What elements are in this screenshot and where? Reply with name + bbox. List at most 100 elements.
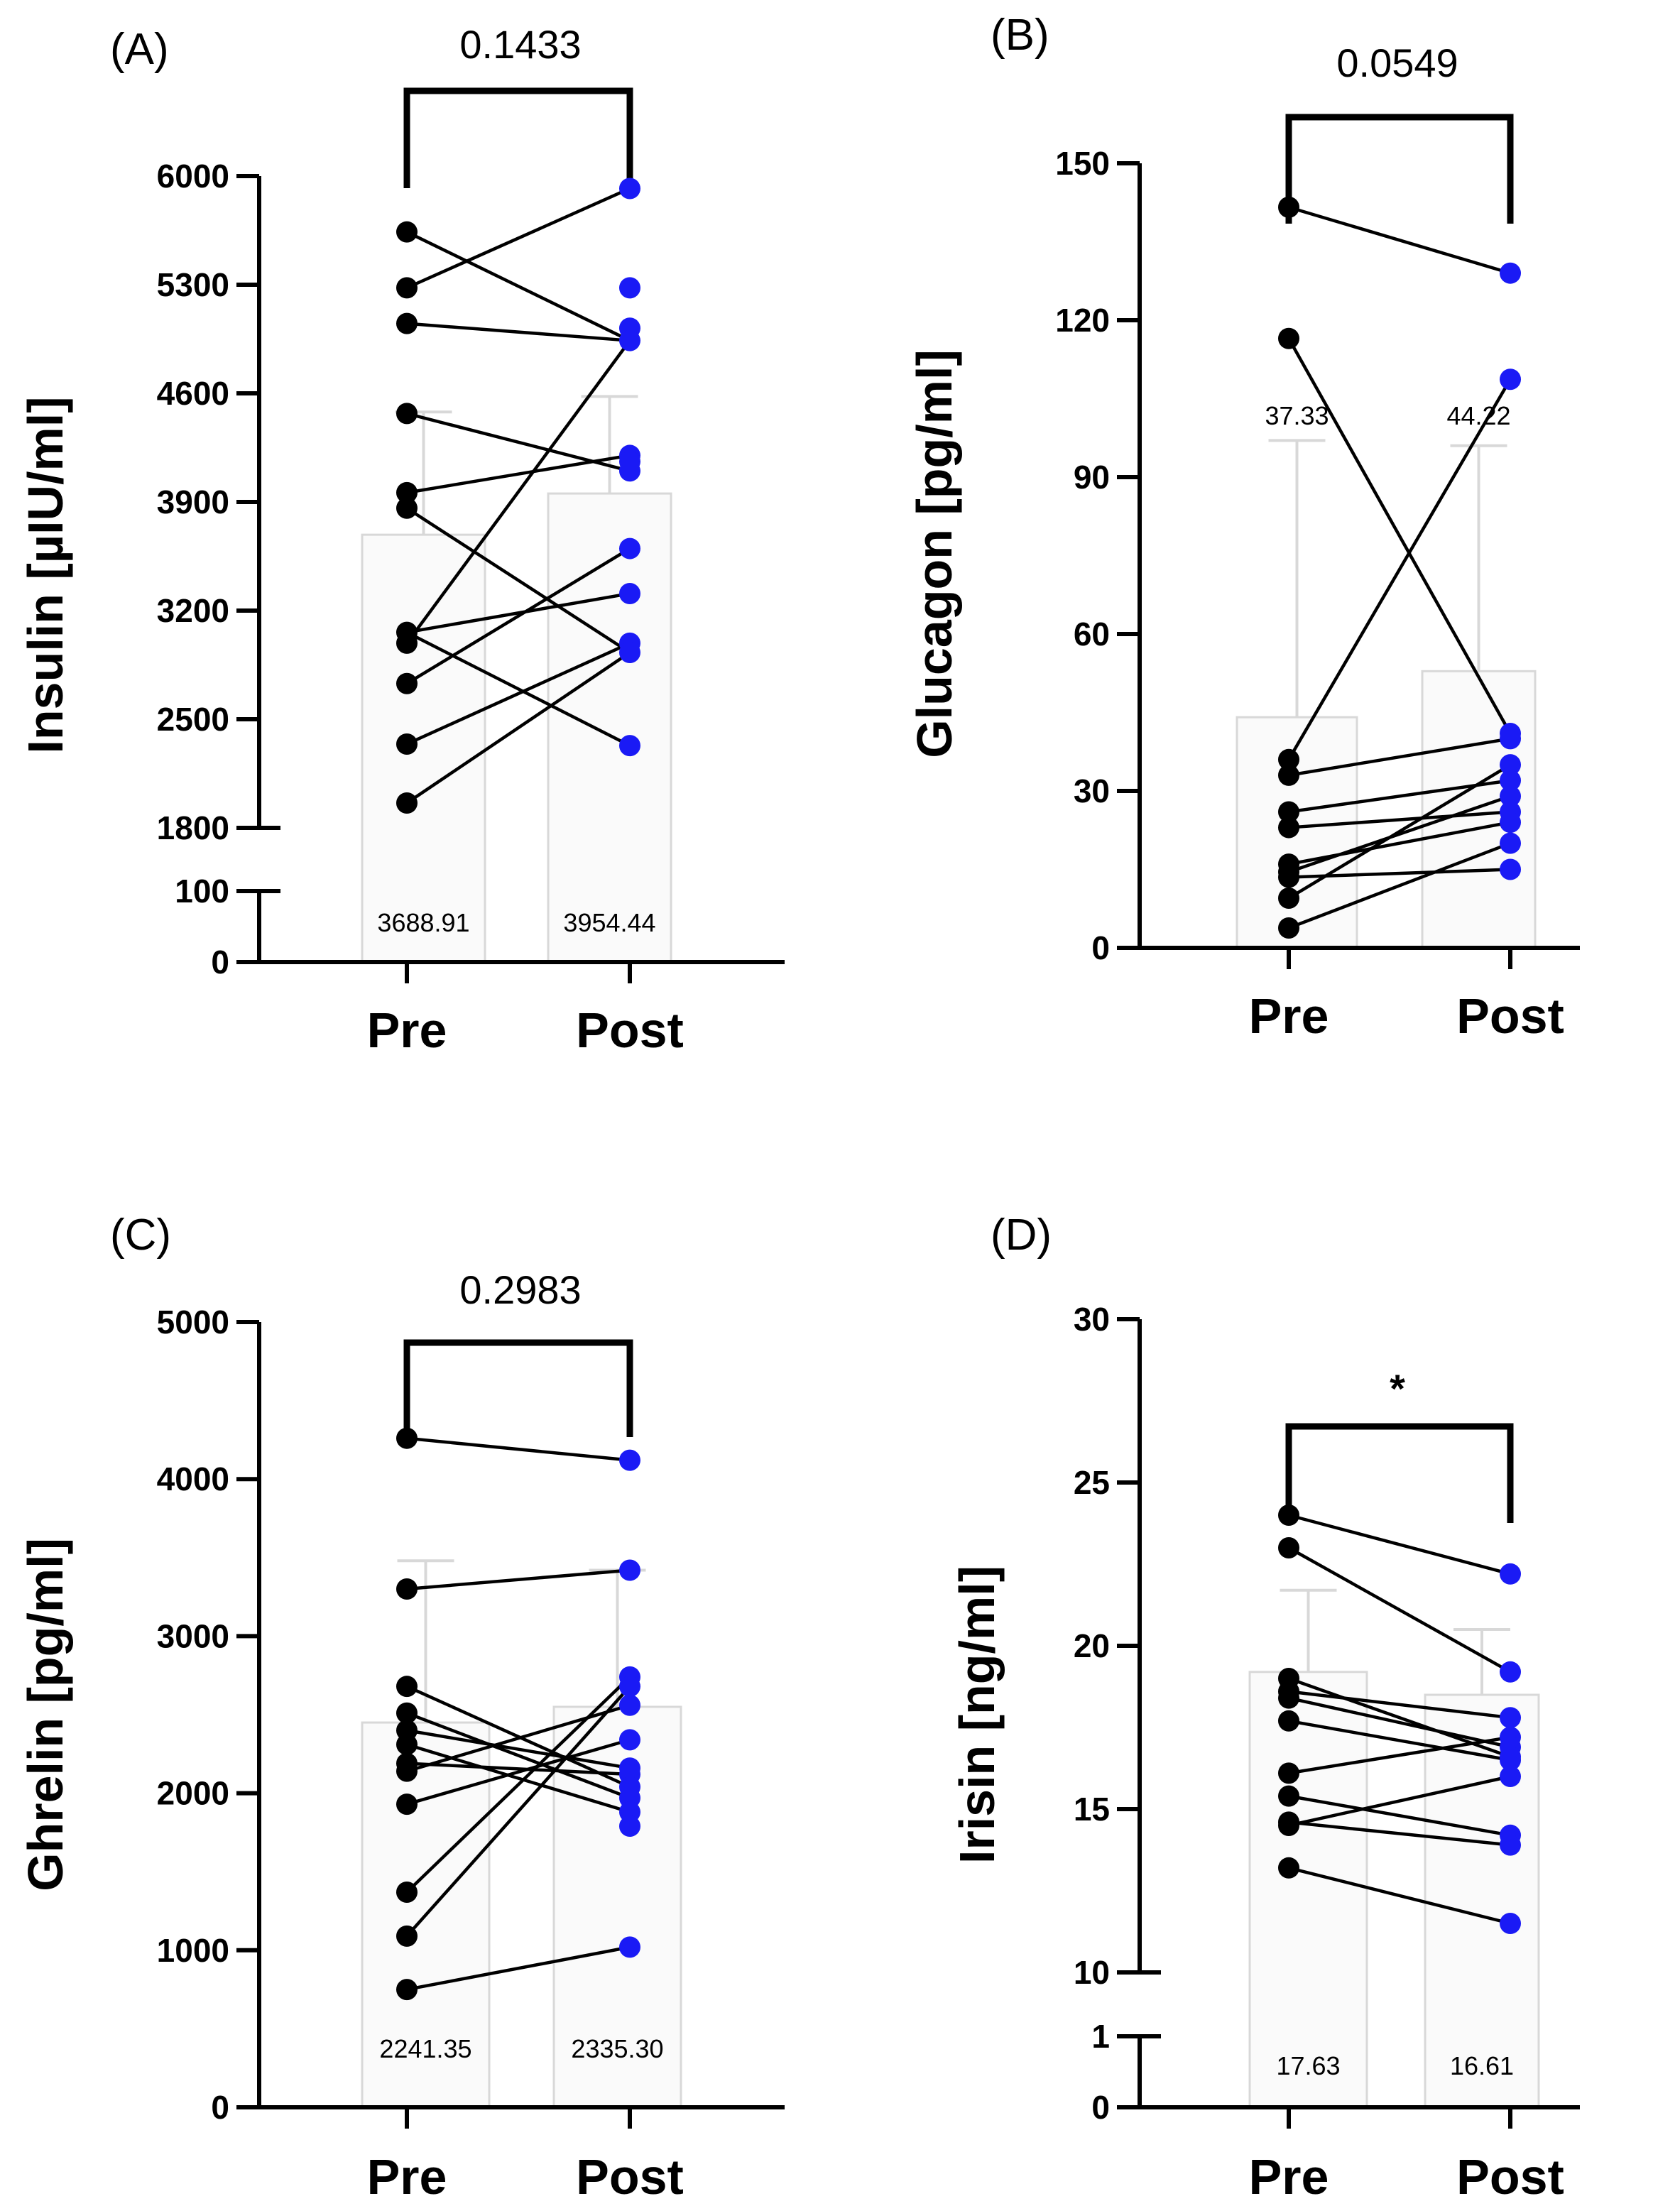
- pair-line: [405, 630, 631, 748]
- panel-letter: (A): [110, 25, 169, 74]
- p-value-label: 0.2983: [459, 1267, 581, 1312]
- pair-line: [405, 1685, 631, 1938]
- mean-bar-pre: [361, 533, 486, 963]
- data-point-pre: [1278, 917, 1299, 939]
- pair-line: [406, 1762, 631, 1776]
- data-point-pre: [1278, 1687, 1299, 1709]
- y-tick-label: 4000: [157, 1460, 229, 1497]
- data-point-post: [619, 178, 640, 200]
- pair-line: [406, 1568, 631, 1591]
- data-point-pre: [396, 1702, 418, 1724]
- pair-line: [406, 1711, 631, 1800]
- data-point-pre: [396, 1734, 418, 1756]
- data-point-pre: [1278, 1815, 1299, 1836]
- pair-line: [1288, 1696, 1511, 1749]
- pair-line: [1288, 205, 1511, 275]
- pair-line: [406, 187, 631, 290]
- mean-bar-post: [547, 492, 672, 963]
- data-point-post: [1500, 1913, 1521, 1934]
- data-point-post: [619, 537, 640, 559]
- p-value-label: 0.0549: [1336, 40, 1458, 85]
- y-tick-label: 25: [1074, 1464, 1110, 1501]
- x-category-label-post: Post: [1456, 988, 1564, 1044]
- data-point-pre: [396, 1427, 418, 1449]
- pair-line: [1288, 737, 1511, 777]
- y-tick-label: 60: [1074, 616, 1110, 652]
- data-point-pre: [396, 672, 418, 694]
- x-category-label-pre: Pre: [367, 2149, 447, 2205]
- x-category-label-post: Post: [576, 1003, 684, 1058]
- data-point-post: [1500, 754, 1521, 776]
- data-point-pre: [396, 1979, 418, 2001]
- pair-line: [1288, 1794, 1511, 1838]
- data-point-post: [619, 642, 640, 664]
- data-point-pre: [396, 277, 418, 299]
- mean-bar-pre: [1248, 1671, 1368, 2109]
- pair-line: [1288, 1719, 1511, 1762]
- pair-line: [1288, 1690, 1511, 1720]
- data-point-post: [1500, 1661, 1521, 1683]
- sd-label-pre: 37.33: [1265, 401, 1329, 430]
- p-value-label: *: [1390, 1366, 1405, 1411]
- pair-line: [1288, 1513, 1511, 1576]
- mean-label-pre: 3688.91: [377, 908, 469, 937]
- y-tick-label: 0: [211, 2089, 229, 2126]
- mean-label-pre: 2241.35: [379, 2034, 471, 2063]
- data-point-pre: [1278, 1762, 1299, 1784]
- pair-line: [406, 591, 631, 634]
- pair-line: [1287, 1546, 1512, 1673]
- pair-line: [1287, 378, 1512, 760]
- mean-label-post: 2335.30: [571, 2034, 663, 2063]
- data-point-pre: [396, 403, 418, 425]
- sd-label-post: 44.22: [1446, 401, 1510, 430]
- significance-bracket: [403, 87, 633, 188]
- y-tick-label: 30: [1074, 1301, 1110, 1338]
- pair-line: [406, 454, 631, 495]
- data-point-pre: [396, 221, 418, 243]
- data-point-post: [1500, 858, 1521, 880]
- pair-line: [405, 506, 631, 654]
- pair-line: [1288, 1735, 1511, 1775]
- x-category-label-pre: Pre: [367, 1003, 447, 1058]
- y-tick-label: 3900: [157, 484, 229, 520]
- data-point-pre: [1278, 748, 1299, 770]
- y-tick-label: 1000: [157, 1932, 229, 1969]
- mean-label-post: 3954.44: [563, 908, 655, 937]
- data-point-pre: [396, 481, 418, 503]
- data-point-post: [1500, 785, 1521, 807]
- data-point-pre: [396, 1578, 418, 1600]
- panel-a: 3688.91 3954.44 1800 2500 3200 3900 4600 5300 60…: [18, 22, 785, 1058]
- data-point-post: [619, 1676, 640, 1698]
- y-axis-label: Irisin [ng/ml]: [949, 1566, 1005, 1864]
- data-point-post: [1500, 262, 1521, 284]
- data-point-post: [1500, 770, 1521, 792]
- panel-letter: (B): [991, 11, 1049, 60]
- pair-line: [1288, 795, 1511, 874]
- pair-line: [406, 1945, 631, 1992]
- data-point-post: [1500, 368, 1521, 391]
- x-category-label-pre: Pre: [1249, 2149, 1329, 2205]
- x-category-label-post: Post: [576, 2149, 684, 2205]
- data-point-pre: [396, 1881, 418, 1903]
- data-point-post: [619, 1559, 640, 1581]
- data-point-post: [1500, 1563, 1521, 1585]
- pair-line: [406, 230, 631, 342]
- mean-label-pre: 17.63: [1276, 2051, 1340, 2080]
- pair-line: [406, 1436, 631, 1462]
- panel-c: 2241.35 2335.30 0 1000 2000 3000 4000 5000 Pre Po…: [18, 1211, 785, 2205]
- data-point-pre: [1278, 866, 1299, 888]
- pair-line: [405, 339, 631, 645]
- data-point-pre: [396, 733, 418, 755]
- data-point-post: [619, 735, 640, 757]
- pair-line: [406, 1738, 631, 1806]
- y-tick-label: 150: [1055, 145, 1110, 182]
- significance-bracket: [1285, 114, 1514, 224]
- data-point-post: [1500, 812, 1521, 834]
- data-point-pre: [1278, 1857, 1299, 1879]
- y-axis-label: Insulin [µIU/ml]: [18, 396, 73, 753]
- y-tick-label: 5000: [157, 1304, 229, 1340]
- data-point-pre: [396, 792, 418, 814]
- pair-line: [406, 1742, 631, 1814]
- data-point-pre: [1278, 1785, 1299, 1807]
